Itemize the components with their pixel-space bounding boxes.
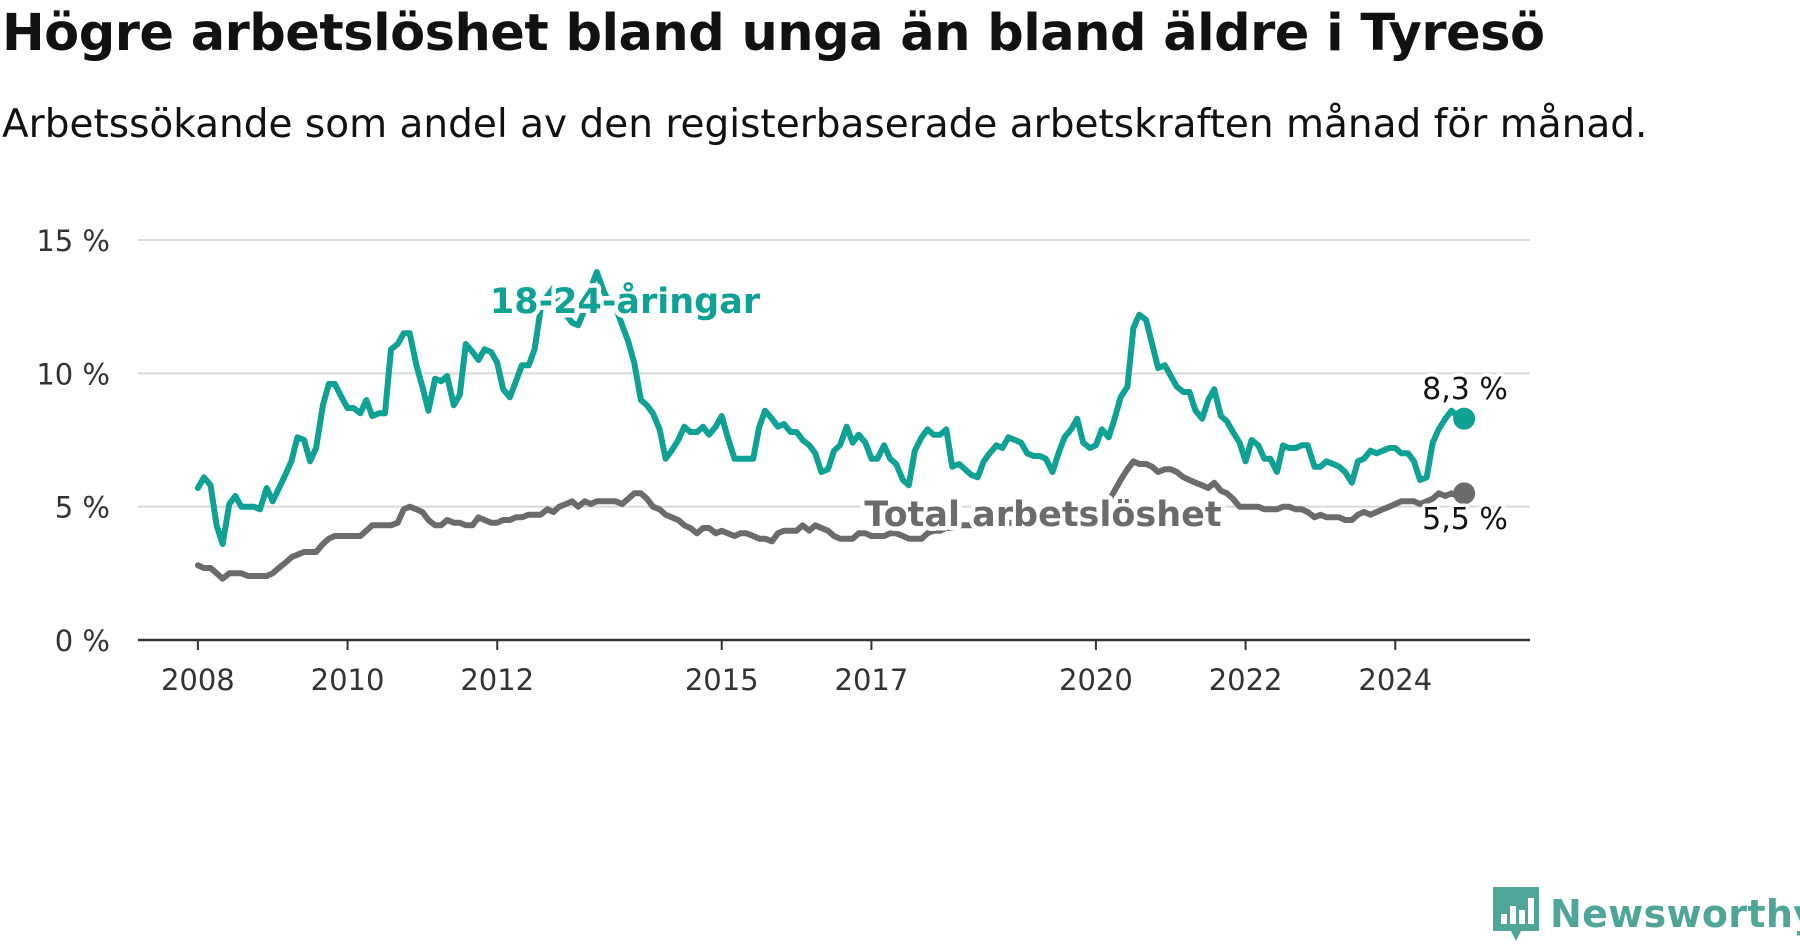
series-name-label: 18-24-åringar	[490, 281, 761, 322]
series-end-label: 8,3 %	[1422, 372, 1508, 407]
brand-name: Newsworthy	[1550, 892, 1800, 936]
newsworthy-logo: Newsworthy	[1490, 882, 1800, 946]
x-tick-label: 2008	[161, 663, 235, 697]
y-tick-label: 0 %	[55, 624, 110, 658]
x-tick-label: 2015	[685, 663, 759, 697]
y-tick-label: 15 %	[36, 224, 110, 258]
series-end-point-0	[1453, 407, 1476, 430]
line-chart: 0 %5 %10 %15 % 2008 2010 2012 2015 2017 2020 2…	[36, 224, 1530, 697]
y-axis-ticks: 0 % 5 % 10 % 15 %	[36, 224, 110, 658]
page-subtitle: Arbetssökande som andel av den registerb…	[2, 102, 1648, 147]
series-line-1	[194, 458, 1468, 582]
series-layer	[194, 269, 1476, 582]
x-tick-label: 2012	[460, 663, 534, 697]
x-tick-label: 2022	[1209, 663, 1283, 697]
x-tick-label: 2020	[1059, 663, 1133, 697]
x-tick-label: 2010	[311, 663, 385, 697]
page-title: Högre arbetslöshet bland unga än bland ä…	[2, 4, 1545, 63]
grid-layer	[138, 239, 1530, 642]
x-tick-label: 2017	[835, 663, 909, 697]
series-name-label: Total arbetslöshet	[864, 495, 1221, 535]
newsworthy-logo-icon	[1493, 887, 1539, 941]
label-layer: 18-24-åringar Total arbetslöshet 8,3 % 5,5 …	[485, 277, 1511, 541]
y-tick-label: 5 %	[55, 491, 110, 525]
series-end-point-1	[1453, 482, 1476, 505]
y-tick-label: 10 %	[36, 357, 110, 391]
x-tick-label: 2024	[1358, 663, 1432, 697]
x-axis-ticks: 2008 2010 2012 2015 2017 2020 2022 2024	[161, 640, 1432, 697]
series-line-0	[194, 269, 1468, 547]
series-end-label: 5,5 %	[1422, 502, 1508, 537]
